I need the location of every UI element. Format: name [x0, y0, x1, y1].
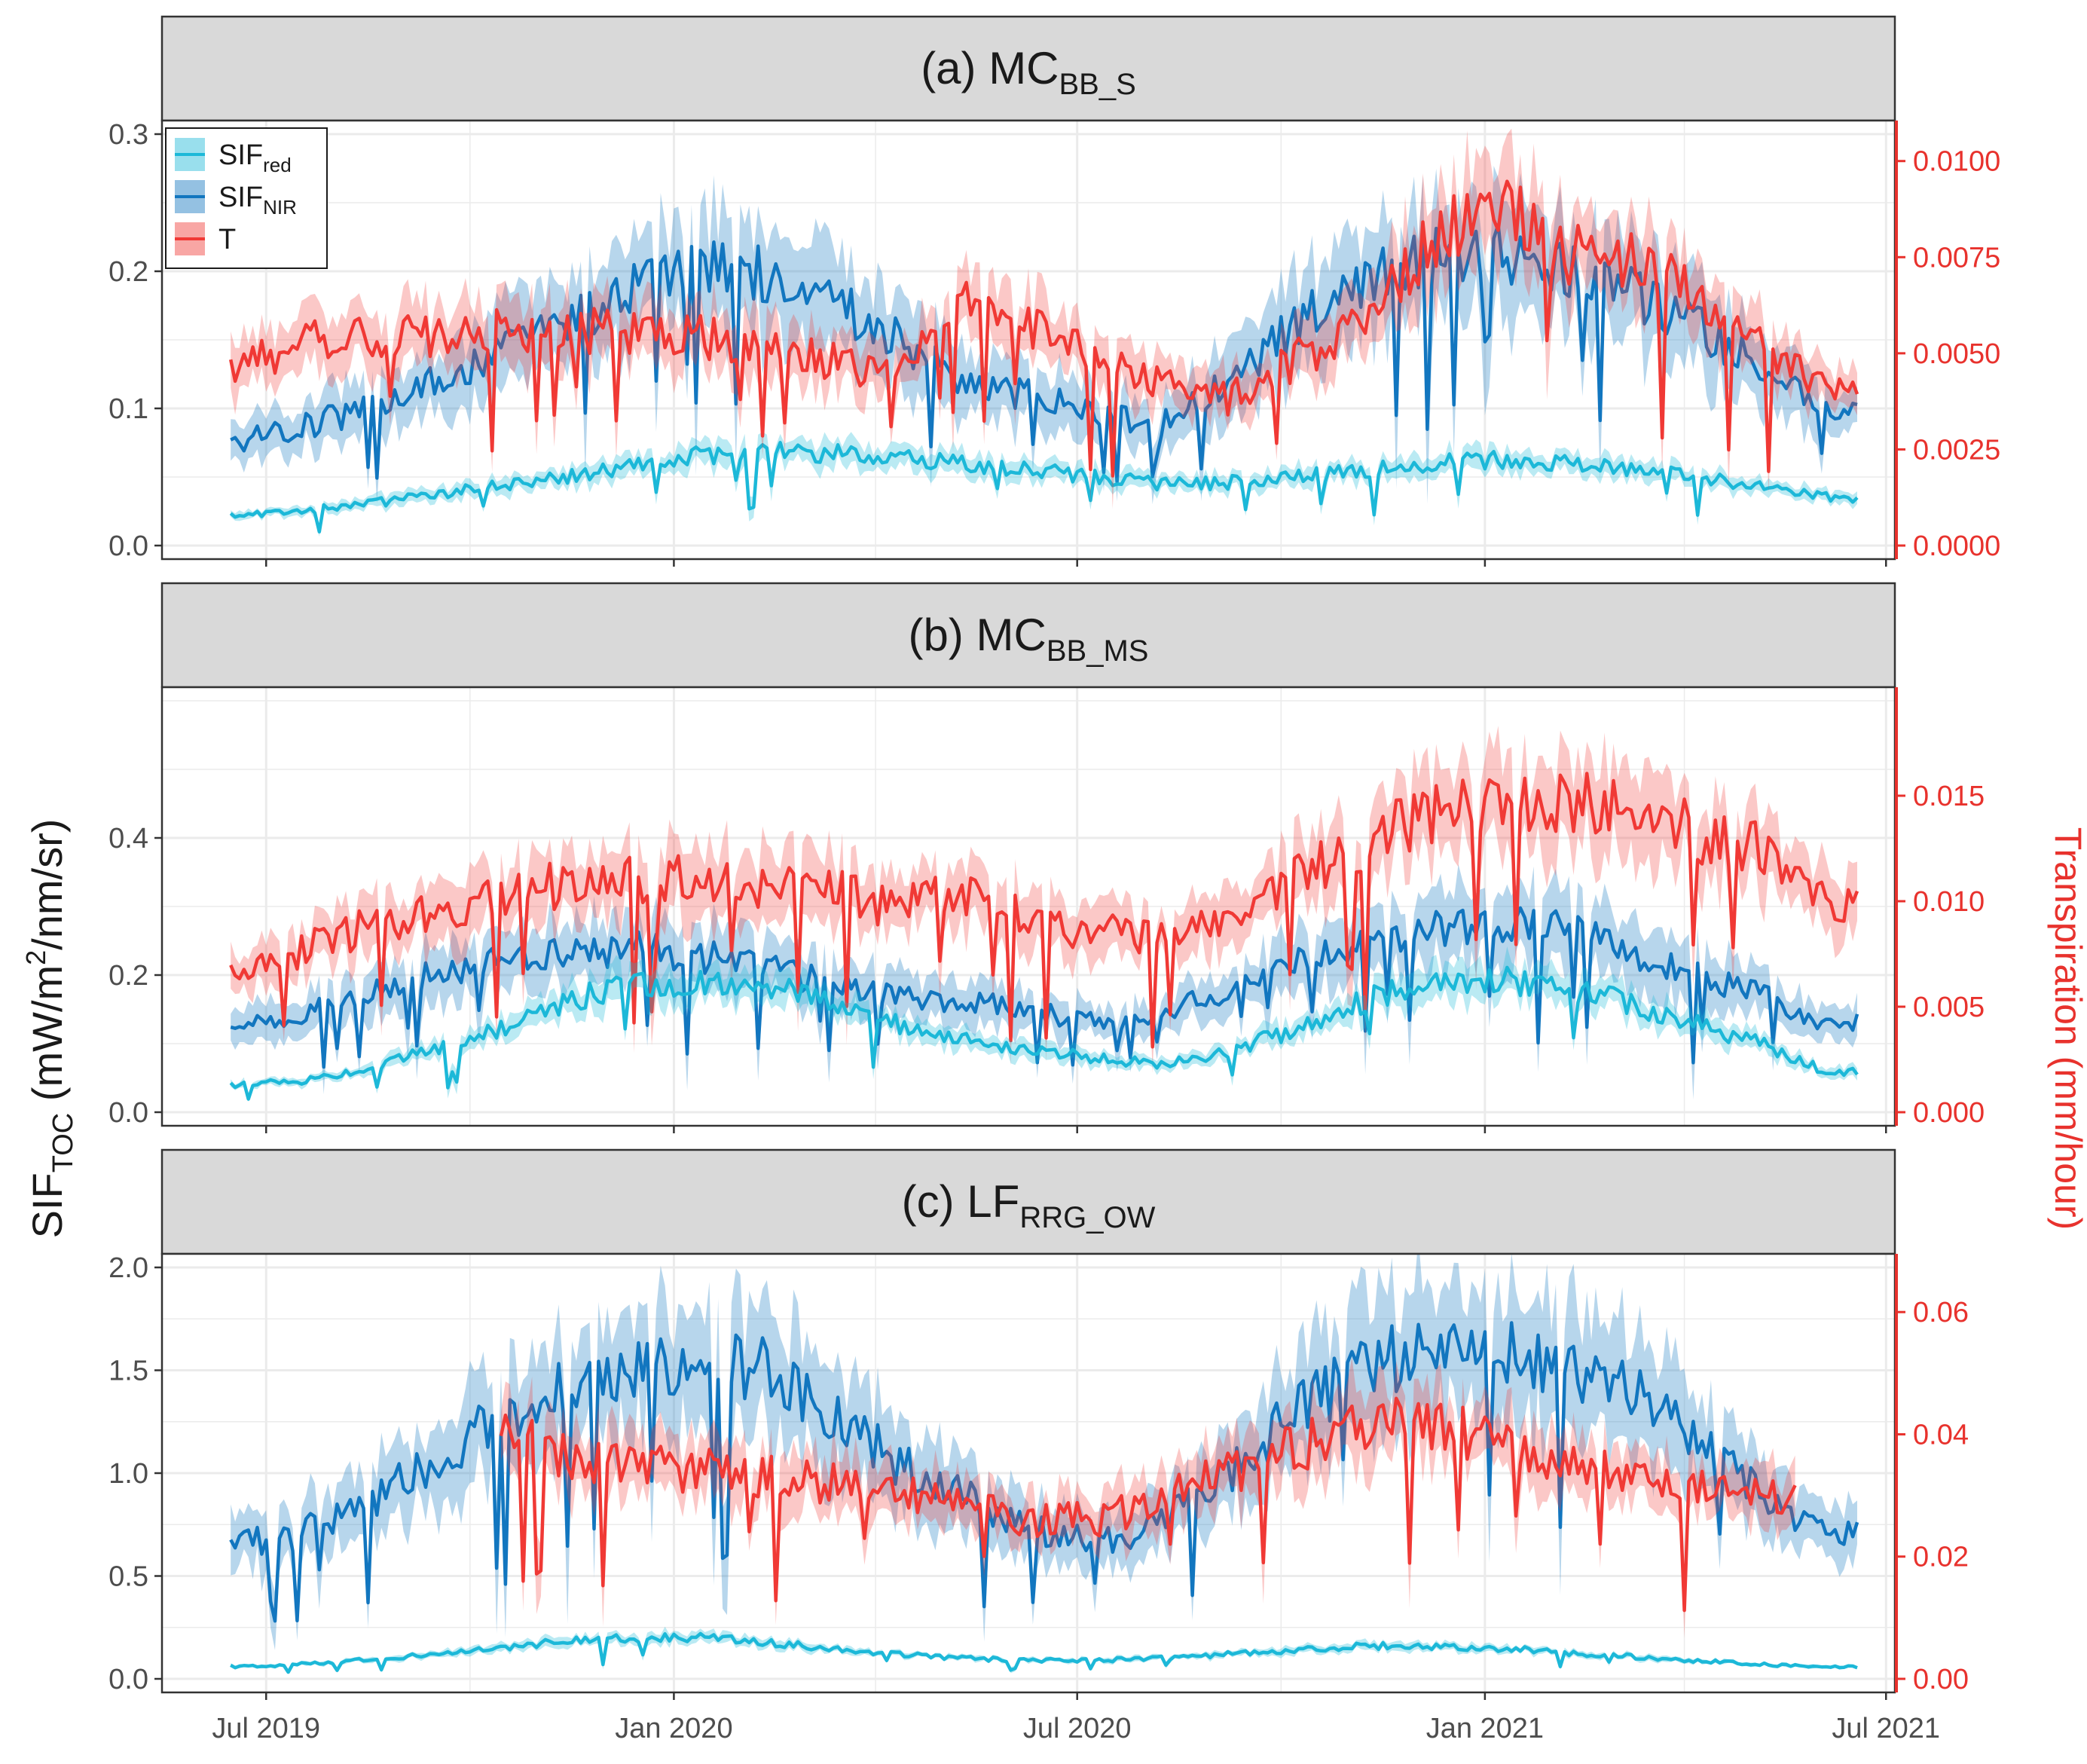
left-tick-label: 0.0: [108, 1097, 148, 1129]
right-tick-label: 0.02: [1913, 1542, 1969, 1573]
right-tick-label: 0.06: [1913, 1297, 1969, 1328]
panel-title: (c) LFRRG_OW: [902, 1176, 1156, 1234]
right-tick-label: 0.000: [1913, 1097, 1985, 1129]
line-sif-red: [230, 1631, 1858, 1674]
left-tick-label: 0.2: [108, 960, 148, 992]
x-tick-label: Jul 2021: [1832, 1713, 1940, 1744]
right-tick-label: 0.0025: [1913, 434, 2000, 466]
right-tick-label: 0.015: [1913, 781, 1985, 812]
left-tick-label: 0.0: [108, 1664, 148, 1695]
legend-label: SIFNIR: [218, 182, 297, 219]
right-tick-label: 0.0075: [1913, 242, 2000, 274]
legend-label: T: [218, 224, 236, 255]
panel-c: (c) LFRRG_OW0.00.51.01.52.00.000.020.040…: [108, 1148, 1969, 1700]
line-sif-nir: [229, 1321, 1859, 1623]
left-tick-label: 0.3: [108, 119, 148, 151]
left-tick-label: 0.5: [108, 1561, 148, 1593]
left-tick-label: 1.5: [108, 1356, 148, 1387]
right-axis-title: Transpiration (mm/hour): [2047, 827, 2087, 1230]
panel-strip: [160, 582, 1896, 689]
ribbon-t: [501, 1357, 1795, 1638]
left-tick-label: 0.1: [108, 393, 148, 425]
panel-a: (a) MCBB_S 0.0 0.1 0.2 0.3 0.0000 0.0025 0.0050…: [108, 15, 2000, 567]
line-sif-red: [229, 965, 1859, 1101]
x-tick-label: Jan 2020: [615, 1713, 732, 1744]
left-tick-label: 1.0: [108, 1458, 148, 1490]
x-tick-label: Jan 2021: [1426, 1713, 1544, 1744]
line-t: [229, 772, 1859, 1049]
panel-title: (b) MCBB_MS: [909, 610, 1149, 668]
left-tick-label: 0.2: [108, 256, 148, 288]
right-axis: 0.000 0.005 0.010 0.015: [1895, 687, 1985, 1129]
legend-item: SIFred: [175, 138, 292, 176]
line-sif-red: [229, 441, 1859, 533]
panel-title: (a) MCBB_S: [921, 43, 1136, 101]
right-tick-label: 0.0000: [1913, 530, 2000, 562]
ribbon-sif-red: [231, 1626, 1858, 1674]
line-sif-nir: [230, 222, 1858, 484]
x-tick-label: Jul 2020: [1023, 1713, 1132, 1744]
legend-item: T: [175, 222, 236, 255]
left-tick-label: 0.0: [108, 530, 148, 562]
gridlines: [162, 687, 1895, 1126]
line-t: [228, 179, 1859, 478]
left-axis-title: SIFTOC (mW/m2/nm/sr): [20, 819, 79, 1239]
x-tick-label: Jul 2019: [212, 1713, 320, 1744]
right-axis: 0.00 0.02 0.04 0.06: [1895, 1254, 1969, 1695]
right-tick-label: 0.005: [1913, 992, 1985, 1023]
right-tick-label: 0.04: [1913, 1419, 1969, 1451]
legend-label: SIFred: [218, 139, 292, 176]
left-axis: 0.0 0.5 1.0 1.5 2.0: [108, 1252, 162, 1695]
right-tick-label: 0.00: [1913, 1664, 1969, 1695]
right-tick-label: 0.0100: [1913, 146, 2000, 178]
left-tick-label: 2.0: [108, 1252, 148, 1284]
right-tick-label: 0.0050: [1913, 338, 2000, 370]
left-tick-label: 0.4: [108, 823, 148, 854]
panel-strip: [160, 15, 1896, 122]
line-t: [499, 1396, 1797, 1613]
legend-item: SIFNIR: [175, 180, 297, 219]
left-axis: 0.0 0.1 0.2 0.3: [108, 119, 162, 562]
legend: SIFred SIFNIR T: [165, 127, 328, 269]
left-axis: 0.0 0.2 0.4: [108, 823, 162, 1129]
right-axis: 0.0000 0.0025 0.0050 0.0075 0.0100: [1895, 121, 2000, 562]
panel-b: (b) MCBB_MS 0.0 0.2 0.4 0.000 0.005 0.010 0.015: [108, 582, 1985, 1133]
right-tick-label: 0.010: [1913, 886, 1985, 918]
